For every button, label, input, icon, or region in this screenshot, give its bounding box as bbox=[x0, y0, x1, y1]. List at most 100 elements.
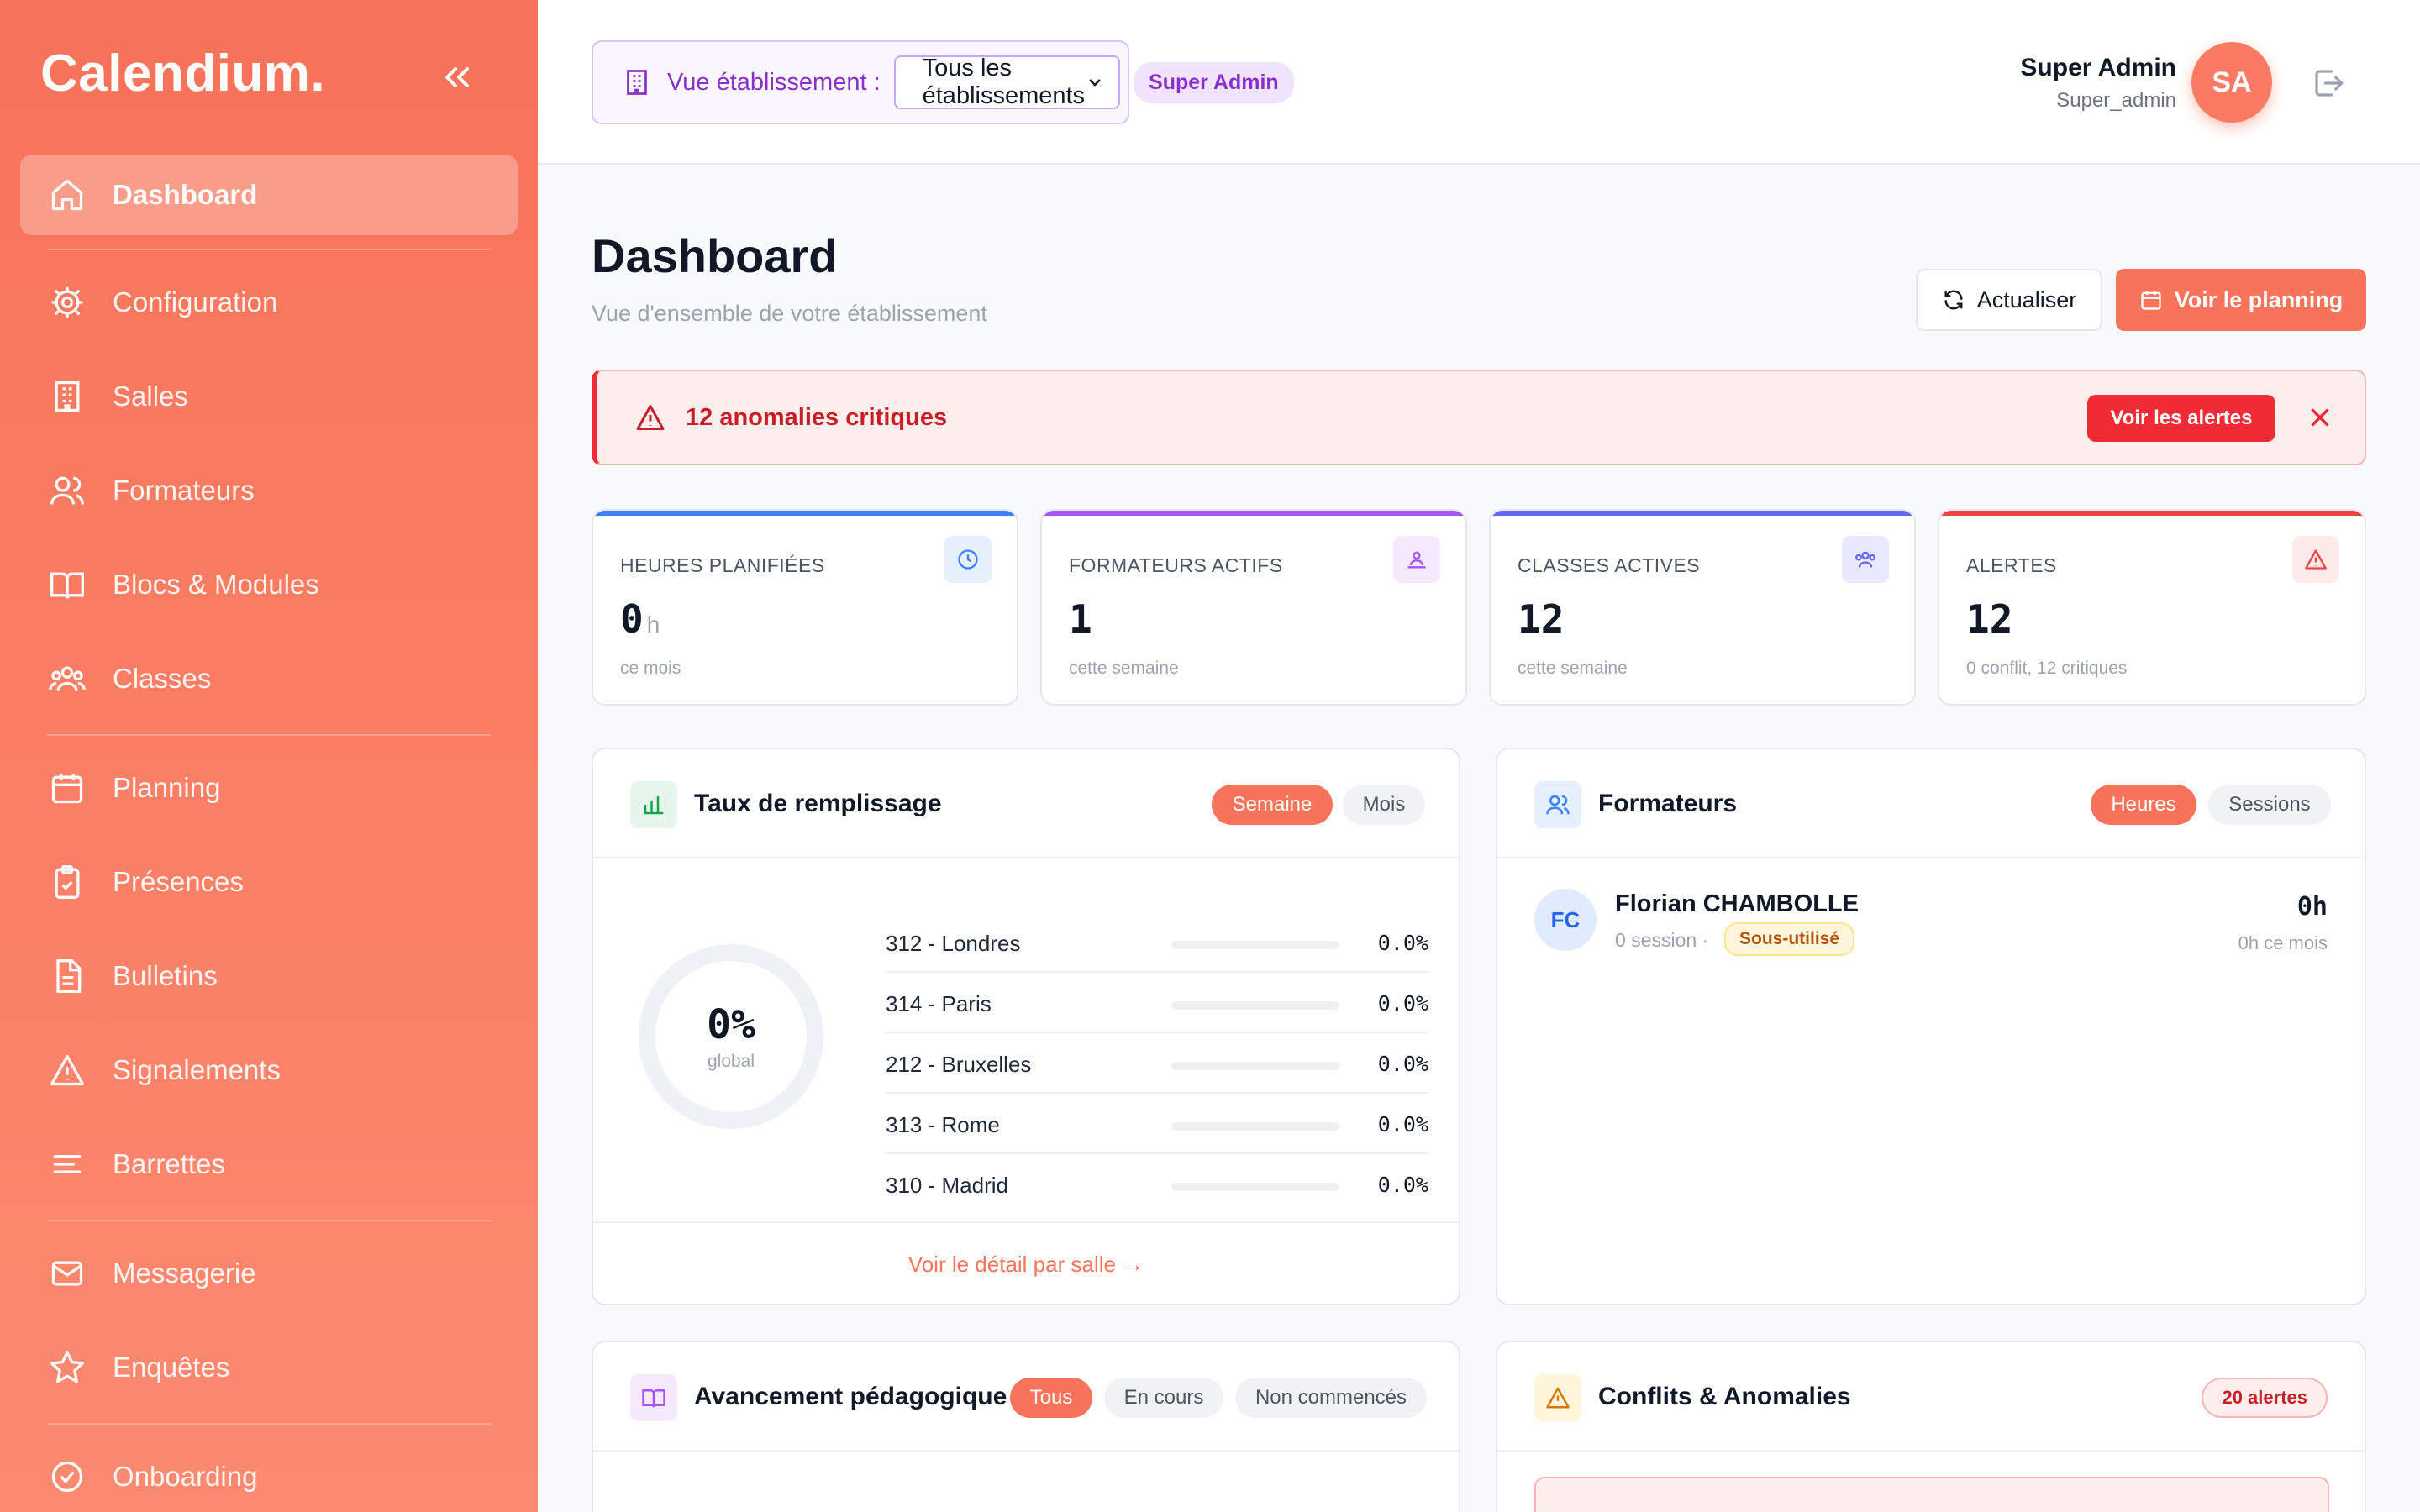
establishment-select-value: Tous les établissements bbox=[922, 55, 1086, 109]
tab-mois[interactable]: Mois bbox=[1343, 785, 1425, 825]
room-fill-pct: 0.0% bbox=[1377, 1173, 1428, 1197]
trainer-name: Florian CHAMBOLLE bbox=[1615, 890, 1859, 917]
sidebar: Calendium. Dashboard Configuration Salle… bbox=[0, 0, 538, 1512]
avatar[interactable]: SA bbox=[2191, 42, 2272, 123]
stat-card-classes: CLASSES ACTIVES 12 cette semaine bbox=[1489, 509, 1916, 706]
sidebar-item-planning[interactable]: Planning bbox=[20, 748, 518, 828]
sidebar-item-label: Dashboard bbox=[113, 179, 258, 210]
sidebar-item-configuration[interactable]: Configuration bbox=[20, 262, 518, 343]
sidebar-item-barrettes[interactable]: Barrettes bbox=[20, 1124, 518, 1205]
stat-accent-bar bbox=[593, 511, 1017, 516]
warning-icon bbox=[1534, 1374, 1581, 1421]
sidebar-item-label: Présences bbox=[113, 866, 244, 897]
tab-en-cours[interactable]: En cours bbox=[1104, 1378, 1223, 1418]
refresh-button[interactable]: Actualiser bbox=[1916, 269, 2102, 331]
room-name: 314 - Paris bbox=[886, 991, 992, 1016]
global-fill-value: 0% bbox=[707, 1001, 755, 1048]
check-circle-icon bbox=[49, 1458, 86, 1495]
star-icon bbox=[49, 1349, 86, 1386]
warning-icon bbox=[2292, 536, 2339, 583]
room-fill-pct: 0.0% bbox=[1377, 931, 1428, 955]
stat-accent-bar bbox=[1939, 511, 2365, 516]
card-title: Conflits & Anomalies bbox=[1598, 1383, 1851, 1410]
clock-icon bbox=[944, 536, 992, 583]
refresh-icon bbox=[1942, 288, 1965, 312]
card-header: Formateurs Heures Sessions bbox=[1497, 749, 2365, 858]
sidebar-item-formateurs[interactable]: Formateurs bbox=[20, 450, 518, 531]
sidebar-item-enquetes[interactable]: Enquêtes bbox=[20, 1327, 518, 1408]
stat-number: 1 bbox=[1069, 596, 1092, 642]
room-name: 212 - Bruxelles bbox=[886, 1052, 1032, 1077]
tab-semaine[interactable]: Semaine bbox=[1212, 785, 1333, 825]
sidebar-divider bbox=[47, 1220, 491, 1221]
room-fill-track bbox=[1171, 941, 1339, 949]
sidebar-item-salles[interactable]: Salles bbox=[20, 356, 518, 437]
sidebar-item-label: Formateurs bbox=[113, 475, 255, 506]
stat-caption: cette semaine bbox=[1069, 659, 1179, 678]
card-title: Avancement pédagogique bbox=[694, 1383, 1007, 1410]
global-fill-donut: 0% global bbox=[637, 942, 825, 1131]
tab-non-commences[interactable]: Non commencés bbox=[1235, 1378, 1427, 1418]
sidebar-item-onboarding[interactable]: Onboarding bbox=[20, 1436, 518, 1512]
tab-tous[interactable]: Tous bbox=[1010, 1378, 1092, 1418]
chevron-down-icon bbox=[1085, 72, 1105, 92]
stat-accent-bar bbox=[1042, 511, 1465, 516]
sidebar-divider bbox=[47, 249, 491, 250]
collapse-sidebar-icon[interactable] bbox=[437, 57, 477, 97]
stat-value: 1 bbox=[1069, 596, 1092, 642]
sidebar-item-classes[interactable]: Classes bbox=[20, 638, 518, 719]
view-planning-button[interactable]: Voir le planning bbox=[2116, 269, 2366, 331]
stat-number: 0 bbox=[620, 596, 644, 642]
stat-label: CLASSES ACTIVES bbox=[1518, 554, 1701, 576]
room-fill-pct: 0.0% bbox=[1377, 991, 1428, 1016]
pedagogical-progress-card: Avancement pédagogique Tous En cours Non… bbox=[592, 1341, 1460, 1512]
sidebar-item-dashboard[interactable]: Dashboard bbox=[20, 155, 518, 235]
global-fill-label: global bbox=[707, 1052, 755, 1071]
stat-value: 12 bbox=[1966, 596, 2012, 642]
tab-heures[interactable]: Heures bbox=[2091, 785, 2196, 825]
sidebar-item-presences[interactable]: Présences bbox=[20, 842, 518, 922]
stat-number: 12 bbox=[1518, 596, 1565, 642]
sidebar-item-signalements[interactable]: Signalements bbox=[20, 1030, 518, 1110]
room-detail-link[interactable]: Voir le détail par salle → bbox=[593, 1221, 1459, 1304]
alert-text: 12 anomalies critiques bbox=[686, 403, 948, 431]
presenter-icon bbox=[1393, 536, 1440, 583]
sidebar-item-label: Barrettes bbox=[113, 1148, 225, 1179]
room-row: 314 - Paris 0.0% bbox=[886, 973, 1428, 1033]
establishment-select[interactable]: Tous les établissements bbox=[893, 55, 1121, 109]
gear-icon bbox=[49, 284, 86, 321]
stat-caption: ce mois bbox=[620, 659, 681, 678]
stat-card-alerts: ALERTES 12 0 conflit, 12 critiques bbox=[1938, 509, 2366, 706]
refresh-label: Actualiser bbox=[1976, 286, 2077, 312]
clipboard-check-icon bbox=[49, 864, 86, 900]
status-badge: Sous-utilisé bbox=[1724, 922, 1855, 956]
lines-icon bbox=[49, 1146, 86, 1183]
donut-ring bbox=[639, 944, 823, 1129]
stat-label: FORMATEURS ACTIFS bbox=[1069, 554, 1283, 576]
stat-caption: cette semaine bbox=[1518, 659, 1628, 678]
room-fill-pct: 0.0% bbox=[1377, 1052, 1428, 1076]
trainer-hours-month: 0h ce mois bbox=[2238, 932, 2328, 953]
conflict-item[interactable] bbox=[1534, 1477, 2329, 1512]
top-bar: Vue établissement : Tous les établisseme… bbox=[538, 0, 2420, 165]
room-name: 313 - Rome bbox=[886, 1112, 1000, 1137]
sidebar-item-label: Salles bbox=[113, 381, 188, 412]
view-alerts-button[interactable]: Voir les alertes bbox=[2087, 395, 2275, 442]
view-planning-label: Voir le planning bbox=[2174, 286, 2344, 312]
sidebar-item-blocs-modules[interactable]: Blocs & Modules bbox=[20, 544, 518, 625]
tab-sessions[interactable]: Sessions bbox=[2208, 785, 2331, 825]
bar-chart-icon bbox=[630, 781, 677, 828]
alerts-count-badge: 20 alertes bbox=[2202, 1378, 2328, 1418]
trainers-card: Formateurs Heures Sessions FC Florian CH… bbox=[1496, 748, 2366, 1305]
page-title: Dashboard bbox=[592, 229, 838, 282]
sidebar-item-bulletins[interactable]: Bulletins bbox=[20, 936, 518, 1016]
stat-caption: 0 conflit, 12 critiques bbox=[1966, 659, 2128, 678]
stat-card-trainers: FORMATEURS ACTIFS 1 cette semaine bbox=[1040, 509, 1467, 706]
group-icon bbox=[1842, 536, 1889, 583]
close-icon[interactable] bbox=[2306, 403, 2334, 432]
user-name: Super Admin bbox=[2020, 54, 2176, 81]
page-subtitle: Vue d'ensemble de votre établissement bbox=[592, 301, 987, 326]
sidebar-item-messagerie[interactable]: Messagerie bbox=[20, 1233, 518, 1314]
users-icon bbox=[49, 472, 86, 509]
logout-icon[interactable] bbox=[2311, 66, 2346, 101]
